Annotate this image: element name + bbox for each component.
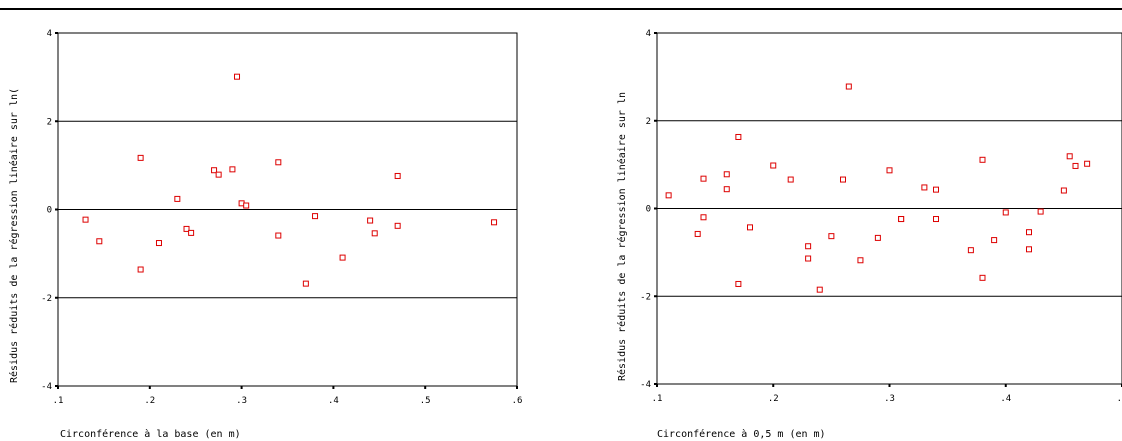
data-point xyxy=(747,224,753,231)
y-tick-label: -4 xyxy=(41,382,52,392)
x-tick-label: .3 xyxy=(236,396,247,406)
data-point xyxy=(991,237,998,244)
data-point xyxy=(229,166,236,173)
data-point xyxy=(1066,153,1073,160)
data-point xyxy=(898,216,905,223)
data-point xyxy=(137,154,144,161)
data-point xyxy=(735,280,742,287)
data-point xyxy=(723,171,730,178)
data-point xyxy=(371,230,378,237)
data-point xyxy=(787,176,794,183)
y-axis-label: Résidus réduits de la régression linéair… xyxy=(616,92,628,381)
scatter-plot-2: 4 2 0 -2 -4.1 .2 .3 .4 .5 Circonférence à 0,5 m (… xyxy=(616,29,1122,440)
x-tick-label: .1 xyxy=(53,396,64,406)
data-point xyxy=(82,216,89,223)
data-point xyxy=(979,274,986,281)
x-tick-label: .5 xyxy=(420,396,431,406)
data-point xyxy=(665,192,672,199)
x-tick-label: .2 xyxy=(144,396,155,406)
data-point xyxy=(933,186,939,193)
data-point xyxy=(921,184,928,191)
data-point xyxy=(367,217,374,224)
data-point xyxy=(243,202,250,209)
data-point xyxy=(339,254,346,261)
y-tick-label: 2 xyxy=(47,117,52,127)
data-point xyxy=(840,176,846,183)
x-tick-label: .5 xyxy=(1117,394,1122,404)
data-point xyxy=(1060,187,1067,194)
data-point xyxy=(155,240,162,247)
top-border-line xyxy=(0,8,1122,10)
data-point xyxy=(1026,246,1032,253)
data-point xyxy=(1072,162,1079,169)
y-tick-label: -2 xyxy=(640,292,651,302)
data-point xyxy=(174,195,181,202)
data-point xyxy=(188,229,195,236)
data-point xyxy=(805,255,812,262)
data-point xyxy=(96,238,103,245)
y-tick-label: 2 xyxy=(646,117,651,127)
data-point xyxy=(1026,229,1032,236)
y-axis-label: Résidus réduits de la régression linéair… xyxy=(8,88,20,383)
data-point xyxy=(770,162,777,169)
x-tick-label: .6 xyxy=(512,396,523,406)
data-point xyxy=(735,133,742,140)
data-point xyxy=(394,222,401,229)
data-point xyxy=(234,73,241,80)
data-point xyxy=(886,167,893,174)
x-tick-label: .4 xyxy=(1000,394,1011,404)
data-point xyxy=(491,219,498,226)
data-point xyxy=(137,266,144,273)
data-point xyxy=(394,172,401,179)
data-point xyxy=(723,186,730,193)
y-tick-label: -2 xyxy=(41,294,52,304)
x-tick-label: .4 xyxy=(328,396,339,406)
y-tick-label: 0 xyxy=(47,206,52,216)
data-point xyxy=(1084,160,1091,167)
data-point xyxy=(215,171,222,178)
scatter-plot-1: 4 2 0 -2 -4.1 .2 .3 .4 .5 .6 Circonférence à la ba… xyxy=(8,29,522,440)
data-point xyxy=(967,247,974,254)
data-point xyxy=(275,232,282,239)
data-point xyxy=(805,243,812,250)
y-tick-label: 4 xyxy=(47,29,52,39)
data-point xyxy=(302,280,309,287)
data-point xyxy=(845,83,852,90)
x-tick-label: .3 xyxy=(884,394,895,404)
data-point xyxy=(700,175,707,182)
x-tick-label: .1 xyxy=(652,394,663,404)
data-point xyxy=(183,225,190,232)
x-axis-label: Circonférence à la base (en m) xyxy=(60,428,241,440)
data-point xyxy=(933,216,939,223)
y-tick-label: -4 xyxy=(640,380,651,390)
data-point xyxy=(857,257,864,264)
x-tick-label: .2 xyxy=(768,394,779,404)
data-point xyxy=(979,156,986,163)
data-point xyxy=(874,234,881,241)
data-point xyxy=(211,167,218,174)
x-axis-label: Circonférence à 0,5 m (en m) xyxy=(657,428,826,440)
data-point xyxy=(1002,209,1009,216)
data-point xyxy=(816,286,823,293)
data-point xyxy=(828,233,835,240)
data-point xyxy=(275,159,282,166)
data-point xyxy=(1037,208,1044,215)
y-tick-label: 0 xyxy=(646,205,651,215)
data-point xyxy=(312,213,319,220)
y-tick-label: 4 xyxy=(646,29,651,39)
data-point xyxy=(694,230,701,237)
data-point xyxy=(700,214,707,221)
